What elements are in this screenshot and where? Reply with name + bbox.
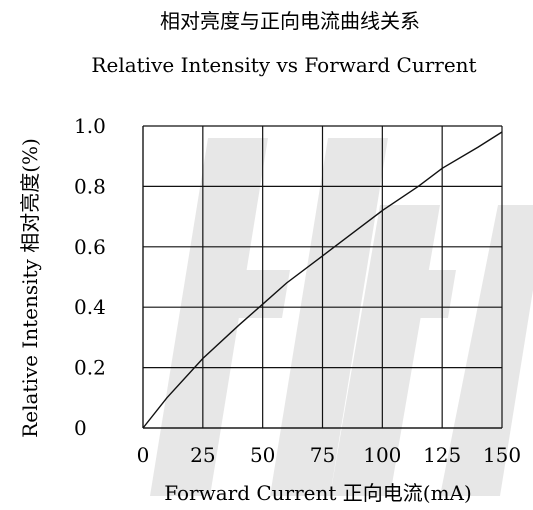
x-tick-label: 0 — [137, 443, 150, 467]
y-tick-label: 0.6 — [74, 235, 106, 259]
y-axis-title: Relative Intensity 相对亮度(%) — [18, 138, 42, 438]
y-tick-label: 1.0 — [74, 114, 106, 138]
y-tick-label: 0.2 — [74, 356, 106, 380]
series-line — [142, 131, 503, 429]
y-tick-label: 0.8 — [74, 174, 106, 198]
grid — [142, 125, 503, 429]
x-tick-labels: 0 25 50 75 100 125 150 — [137, 443, 521, 467]
x-tick-label: 25 — [190, 443, 215, 467]
watermark — [150, 138, 533, 496]
y-tick-labels: 0 0.2 0.4 0.6 0.8 1.0 — [74, 114, 106, 440]
chart-title: 相对亮度与正向电流曲线关系 — [160, 9, 420, 33]
chart-subtitle: Relative Intensity vs Forward Current — [91, 53, 476, 77]
y-tick-label: 0.4 — [74, 295, 106, 319]
x-tick-label: 125 — [423, 443, 461, 467]
x-axis-title: Forward Current 正向电流(mA) — [164, 481, 472, 505]
x-tick-label: 100 — [363, 443, 401, 467]
x-tick-label: 50 — [250, 443, 275, 467]
y-tick-label: 0 — [74, 416, 87, 440]
x-tick-label: 150 — [483, 443, 521, 467]
axes — [142, 126, 502, 429]
x-tick-label: 75 — [310, 443, 335, 467]
